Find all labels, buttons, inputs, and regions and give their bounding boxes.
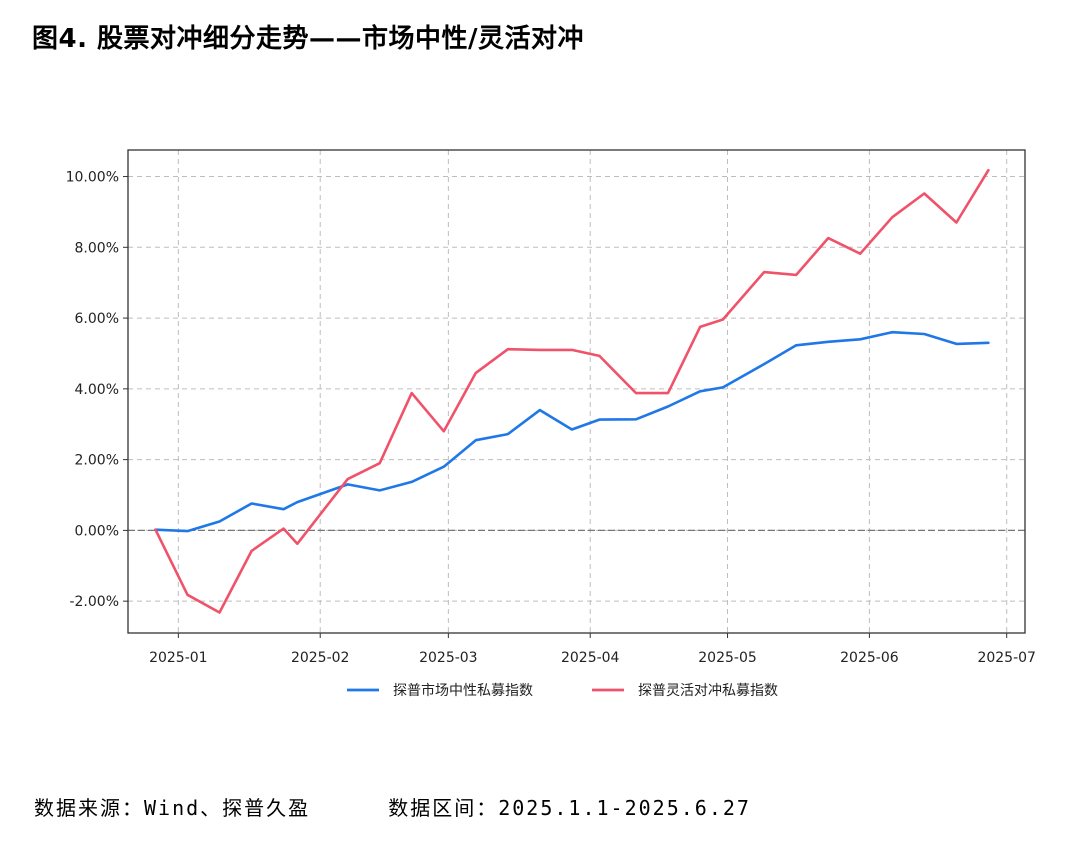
grid-lines (128, 150, 1025, 633)
series-layer (154, 168, 990, 614)
line-chart: -2.00% 0.00% 2.00% 4.00% 6.00% 8.00% 10.00% 20… (66, 149, 1036, 699)
legend-label-1: 探普市场中性私募指数 (393, 682, 533, 699)
figure-title: 图4. 股票对冲细分走势——市场中性/灵活对冲 (32, 24, 585, 54)
y-tick-label: 0.00% (75, 523, 119, 539)
legend: 探普市场中性私募指数 探普灵活对冲私募指数 (347, 682, 778, 699)
y-tick-label: -2.00% (69, 594, 119, 610)
x-tick-label: 2025-07 (977, 650, 1036, 666)
source-note: 数据来源：Wind、探普久盈 (34, 796, 311, 820)
y-tick-label: 8.00% (75, 240, 119, 256)
y-tick-label: 2.00% (75, 453, 119, 469)
x-tick-label: 2025-06 (840, 650, 899, 666)
legend-label-2: 探普灵活对冲私募指数 (638, 683, 778, 699)
x-tick-label: 2025-05 (698, 650, 757, 666)
x-tick-label: 2025-04 (561, 650, 620, 666)
y-tick-label: 4.00% (75, 382, 119, 398)
x-tick-label: 2025-02 (291, 650, 350, 666)
x-tick-label: 2025-03 (419, 650, 478, 666)
plot-frame (127, 149, 1026, 634)
series-line-2 (154, 168, 990, 614)
y-tick-label: 6.00% (75, 311, 119, 327)
footer: 数据来源：Wind、探普久盈 数据区间：2025.1.1-2025.6.27 (34, 792, 815, 821)
y-tick-label: 10.00% (66, 170, 119, 186)
x-axis: 2025-01 2025-02 2025-03 2025-04 2025-05 2025-… (149, 633, 1036, 666)
x-tick-label: 2025-01 (149, 650, 208, 666)
y-axis: -2.00% 0.00% 2.00% 4.00% 6.00% 8.00% 10.00% (66, 170, 128, 610)
series-line-1 (154, 330, 990, 533)
date-range-note: 数据区间：2025.1.1-2025.6.27 (388, 796, 751, 820)
